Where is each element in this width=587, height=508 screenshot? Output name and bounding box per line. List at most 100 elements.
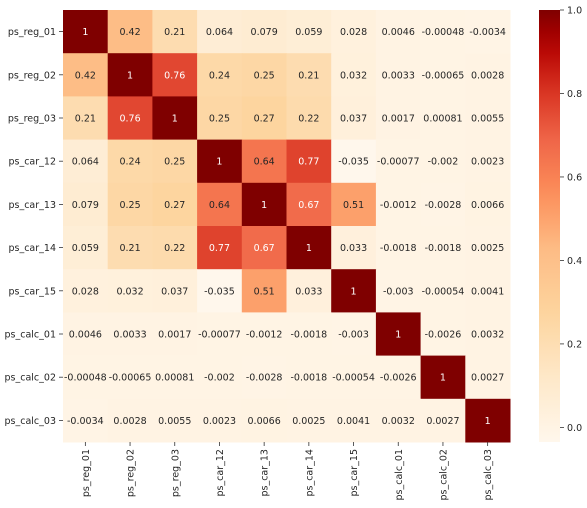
- heatmap-cell: [420, 226, 466, 270]
- heatmap-cell: [152, 139, 198, 184]
- cell-value-label: 0.0017: [158, 330, 191, 341]
- heatmap-cell: [375, 182, 422, 227]
- heatmap-cell: [241, 355, 287, 400]
- heatmap-cell: [375, 398, 422, 443]
- cell-value-label: -0.0018: [291, 373, 328, 384]
- heatmap-cell: [241, 96, 287, 141]
- cell-value-label: 0.032: [116, 286, 143, 297]
- heatmap-cell: [152, 269, 198, 313]
- heatmap-cell: [420, 355, 466, 400]
- cell-value-label: 1: [216, 157, 222, 168]
- cell-value-label: 0.064: [206, 27, 233, 38]
- heatmap-cell: [197, 226, 243, 270]
- heatmap-cell: [107, 355, 153, 400]
- y-tick-label: ps_calc_02: [5, 373, 56, 384]
- cell-value-label: 0.0027: [471, 373, 504, 384]
- y-tick-label: ps_calc_01: [5, 330, 56, 341]
- heatmap-cell: [107, 53, 153, 97]
- heatmap-cell: [375, 312, 422, 357]
- heatmap-cell: [331, 182, 377, 227]
- cell-value-label: 0.25: [254, 70, 275, 81]
- cell-value-label: 0.42: [119, 27, 140, 38]
- cell-value-label: 0.059: [295, 27, 322, 38]
- heatmap-cell: [152, 10, 198, 54]
- cell-value-label: 0.059: [72, 243, 99, 254]
- heatmap-cell: [152, 226, 198, 270]
- heatmap-cell: [63, 226, 109, 270]
- x-tick-label: ps_calc_03: [483, 449, 494, 500]
- cell-value-label: 0.0017: [382, 114, 415, 125]
- heatmap-cell: [286, 139, 332, 184]
- x-tick-label: ps_reg_01: [81, 449, 92, 497]
- cell-value-label: -0.00048: [64, 373, 107, 384]
- heatmap-cell: [107, 96, 153, 141]
- heatmap-cell: [197, 398, 243, 443]
- heatmap-cell: [375, 53, 422, 97]
- heatmap-cell: [107, 269, 153, 313]
- heatmap-cell: [465, 139, 511, 184]
- cell-value-label: -0.0026: [380, 373, 417, 384]
- cell-value-label: 0.42: [75, 70, 96, 81]
- heatmap-cell: [331, 10, 377, 54]
- heatmap-cell: [241, 312, 287, 357]
- cell-value-label: -0.0018: [380, 243, 417, 254]
- heatmap-cell: [63, 53, 109, 97]
- cell-value-label: 0.00081: [155, 373, 194, 384]
- cell-value-label: 1: [440, 373, 446, 384]
- cell-value-label: 0.25: [164, 157, 185, 168]
- cell-value-label: 1: [485, 416, 491, 427]
- y-tick-label: ps_car_14: [8, 243, 56, 254]
- heatmap-cell: [63, 182, 109, 227]
- heatmap-cell: [152, 398, 198, 443]
- cell-value-label: 0.24: [209, 70, 230, 81]
- cell-value-label: 0.21: [164, 27, 185, 38]
- x-tick-label: ps_car_13: [260, 449, 271, 497]
- cell-value-label: -0.0018: [425, 243, 462, 254]
- y-tick-label: ps_car_15: [8, 286, 56, 297]
- heatmap-cell: [375, 96, 422, 141]
- cell-value-label: 0.0041: [337, 416, 370, 427]
- heatmap-cell: [107, 312, 153, 357]
- heatmap-cell: [152, 96, 198, 141]
- heatmap-cell: [107, 10, 153, 54]
- cell-value-label: 0.0046: [382, 27, 415, 38]
- heatmap-cell: [197, 53, 243, 97]
- heatmap-cell: [241, 182, 287, 227]
- heatmap-cell: [197, 10, 243, 54]
- heatmap-cell: [197, 96, 243, 141]
- cell-value-label: 0.037: [161, 286, 188, 297]
- colorbar: [539, 10, 560, 442]
- heatmap-cell: [286, 355, 332, 400]
- cell-value-label: 0.21: [298, 70, 319, 81]
- colorbar-tick-label: 0.2: [567, 339, 582, 350]
- colorbar-tick-label: 0.4: [567, 256, 582, 267]
- heatmap-cell: [465, 312, 511, 357]
- heatmap-cell: [107, 139, 153, 184]
- cell-value-label: 0.037: [340, 114, 367, 125]
- heatmap-cell: [241, 226, 287, 270]
- cell-value-label: -0.003: [338, 330, 369, 341]
- cell-value-label: 0.51: [254, 286, 275, 297]
- cell-value-label: 0.27: [254, 114, 275, 125]
- cell-value-label: 0.22: [164, 243, 185, 254]
- cell-value-label: 0.079: [251, 27, 278, 38]
- heatmap-cell: [241, 139, 287, 184]
- heatmap-cell: [63, 355, 109, 400]
- heatmap-cell: [375, 10, 422, 54]
- cell-value-label: -0.0034: [67, 416, 104, 427]
- heatmap-cell: [152, 53, 198, 97]
- cell-value-label: -0.00048: [422, 27, 465, 38]
- heatmap-cell: [107, 182, 153, 227]
- cell-value-label: -0.0012: [380, 200, 417, 211]
- cell-value-label: 0.033: [295, 286, 322, 297]
- heatmap-cell: [286, 10, 332, 54]
- cell-value-label: 0.032: [340, 70, 367, 81]
- cell-value-label: 0.27: [164, 200, 185, 211]
- y-tick-label: ps_reg_03: [8, 114, 56, 125]
- cell-value-label: -0.00077: [198, 330, 241, 341]
- cell-value-label: 0.0066: [471, 200, 504, 211]
- cell-value-label: -0.0034: [469, 27, 506, 38]
- y-tick-label: ps_car_12: [8, 157, 56, 168]
- heatmap-cell: [197, 139, 243, 184]
